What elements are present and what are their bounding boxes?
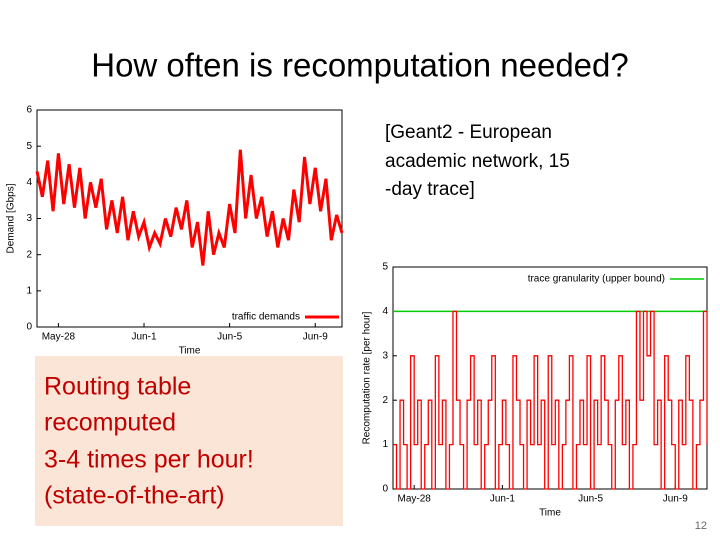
page-number: 12 (695, 520, 707, 532)
y-tick-label: 5 (26, 141, 32, 152)
y-tick-label: 0 (26, 322, 32, 333)
x-tick-label: Jun-1 (132, 332, 157, 343)
x-tick-label: May-28 (42, 332, 76, 343)
note-line: academic network, 15 (385, 151, 570, 172)
callout-line: Routing table (44, 373, 191, 401)
x-tick-label: Jun-5 (217, 332, 242, 343)
x-tick-label: Jun-9 (303, 332, 328, 343)
y-tick-label: 2 (382, 395, 388, 406)
plot-area (392, 266, 708, 490)
slide-title: How often is recomputation needed? (91, 47, 629, 84)
callout-box (35, 356, 343, 526)
y-tick-label: 2 (26, 249, 32, 260)
x-tick-label: May-28 (397, 494, 431, 505)
callout-line: (state-of-the-art) (44, 482, 225, 510)
x-axis-label: Time (539, 508, 561, 519)
x-tick-label: Jun-1 (490, 494, 515, 505)
callout-line: recomputed (44, 409, 176, 437)
data-line (35, 149, 344, 266)
legend-label: traffic demands (232, 312, 300, 323)
x-axis-label: Time (179, 346, 201, 357)
note-line: -day trace] (385, 179, 475, 200)
y-tick-label: 3 (382, 350, 388, 361)
data-line (393, 310, 708, 490)
y-tick-label: 4 (26, 177, 32, 188)
x-tick-label: Jun-9 (663, 494, 688, 505)
y-tick-label: 0 (382, 484, 388, 495)
legend-label: trace granularity (upper bound) (528, 274, 665, 285)
y-tick-label: 5 (382, 262, 388, 273)
y-tick-label: 1 (382, 439, 388, 450)
note-line: [Geant2 - European (385, 122, 552, 143)
y-axis-label: Demand [Gbps] (6, 183, 17, 253)
y-tick-label: 1 (26, 285, 32, 296)
y-tick-label: 6 (26, 105, 32, 116)
callout-line: 3-4 times per hour! (44, 446, 254, 474)
y-tick-label: 3 (26, 213, 32, 224)
y-tick-label: 4 (382, 306, 388, 317)
x-tick-label: Jun-5 (578, 494, 603, 505)
y-axis-label: Recomputation rate [per hour] (362, 311, 373, 444)
